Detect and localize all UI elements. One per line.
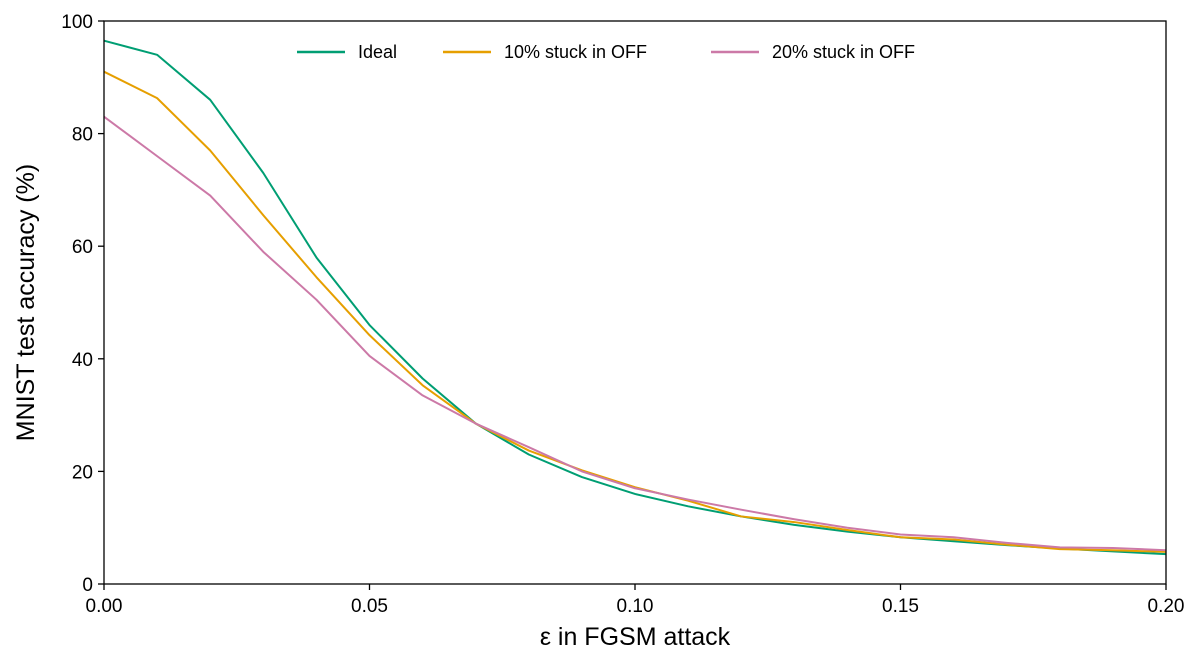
- legend-label-3: 20% stuck in OFF: [772, 42, 915, 62]
- y-axis-label: MNIST test accuracy (%): [12, 164, 40, 441]
- x-tick-label: 0.15: [882, 596, 919, 617]
- legend-label-1: Ideal: [358, 42, 397, 62]
- y-tick-label: 60: [72, 237, 93, 258]
- y-tick-label: 100: [61, 12, 93, 33]
- x-tick-label: 0.00: [86, 596, 123, 617]
- y-tick-label: 40: [72, 350, 93, 371]
- legend-label-2: 10% stuck in OFF: [504, 42, 647, 62]
- y-tick-label: 80: [72, 125, 93, 146]
- x-axis-label: ε in FGSM attack: [540, 623, 731, 651]
- x-tick-label: 0.05: [351, 596, 388, 617]
- series-line-1: [103, 39, 1167, 556]
- x-tick-label: 0.10: [617, 596, 654, 617]
- x-tick-label: 0.20: [1148, 596, 1185, 617]
- y-tick-label: 20: [72, 462, 93, 483]
- legend: Ideal 10% stuck in OFF 20% stuck in OFF: [297, 42, 915, 62]
- y-tick-label: 0: [82, 575, 93, 596]
- plot-frame: [103, 20, 1167, 585]
- series-lines: [103, 39, 1167, 556]
- series-line-2: [103, 70, 1167, 553]
- series-line-3: [103, 115, 1167, 552]
- ticks: 0.00 0.05 0.10 0.15 0.20 0 20 40 60 80 100: [61, 12, 1184, 617]
